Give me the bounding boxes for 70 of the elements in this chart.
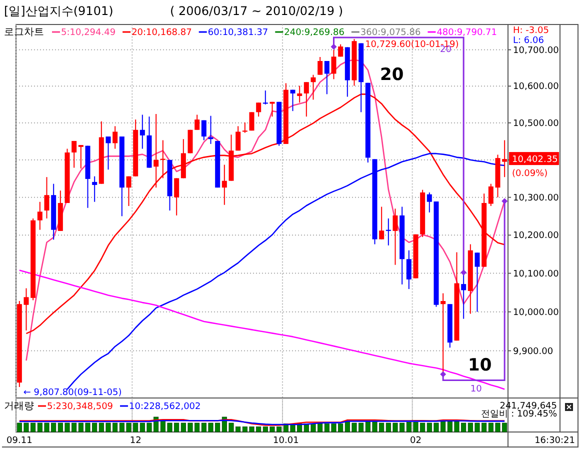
x-tick-label: 10.01 [273, 436, 299, 446]
line-series [18, 270, 506, 390]
y-tick-label: 10,000.00 [513, 308, 560, 318]
legend-label: 240:9,269.86 [284, 28, 345, 38]
candlestick [194, 114, 200, 130]
candlestick [222, 164, 227, 206]
candlestick [106, 136, 111, 170]
candlestick [174, 178, 180, 216]
candlestick [160, 140, 166, 179]
candlestick [324, 60, 330, 95]
y-tick-label: 10,300.00 [513, 193, 560, 204]
annotation: ← 9,807.80(09-11-05) [23, 388, 122, 398]
candlestick [37, 201, 42, 230]
y-tick-label: 10,500.00 [513, 118, 560, 129]
candlestick [92, 176, 98, 202]
text: 10,402.35 [512, 155, 558, 166]
legend-label: 5:10,294.49 [61, 28, 116, 38]
candlestick [297, 85, 302, 104]
line-series [66, 152, 506, 390]
candlestick [262, 90, 268, 105]
annotation: 로그차트 [4, 27, 44, 38]
legend-label: 5:230,348,509 [47, 402, 114, 412]
candlestick [304, 82, 309, 118]
chart-title: 거래량 [4, 401, 34, 412]
annotation: 10 [468, 355, 492, 376]
annotation: 전일비 : 109.45% [481, 410, 558, 420]
candlestick [290, 89, 296, 112]
candlestick [406, 250, 412, 290]
annotation: 20 [380, 65, 404, 85]
candlestick [338, 44, 344, 58]
x-tick-label: 09.11 [6, 436, 32, 446]
legend-label: 360:9,075.86 [360, 28, 421, 38]
candlestick [242, 122, 248, 134]
y-tick-label: 10,700.00 [513, 46, 560, 56]
candlestick [201, 120, 206, 141]
chart-title: [일]산업지수(9101) [4, 4, 114, 18]
x-tick-label: 12 [130, 436, 142, 446]
legend-label: 20:10,168.87 [132, 28, 192, 38]
candlestick [318, 56, 323, 76]
text: H: -3.05 [513, 26, 549, 36]
legend-label: 480:9,790.71 [436, 28, 498, 38]
candlestick [379, 206, 384, 240]
candlestick [78, 144, 84, 169]
candlestick [126, 176, 132, 206]
candlestick [256, 102, 262, 118]
candlestick [44, 176, 50, 219]
y-tick-label: 10,600.00 [513, 82, 560, 92]
chart-subtitle: ( 2006/03/17 ~ 2010/02/19 ) [170, 4, 344, 18]
candlestick [72, 140, 77, 168]
candlestick [249, 112, 254, 132]
text: 16:30:21 [534, 436, 575, 446]
line-series [26, 94, 506, 334]
x-tick-label: 02 [410, 436, 422, 446]
y-tick-label: 9,900.00 [513, 346, 554, 357]
candlestick [154, 114, 159, 188]
candlestick [112, 126, 118, 150]
legend-label: 60:10,381.37 [208, 28, 268, 38]
candlestick [474, 252, 480, 312]
candlestick [236, 126, 241, 152]
annotation: 10 [470, 384, 482, 394]
candlestick [426, 192, 432, 213]
text: (0.09%) [512, 169, 548, 180]
y-tick-label: 10,100.00 [513, 269, 560, 280]
candlestick [140, 114, 145, 150]
candlestick [488, 183, 494, 206]
y-tick-label: 10,200.00 [513, 231, 560, 242]
legend-label: 10:228,562,002 [129, 402, 201, 412]
text: L: 6.06 [513, 36, 544, 46]
candlestick [310, 74, 316, 100]
candlestick [392, 208, 398, 266]
